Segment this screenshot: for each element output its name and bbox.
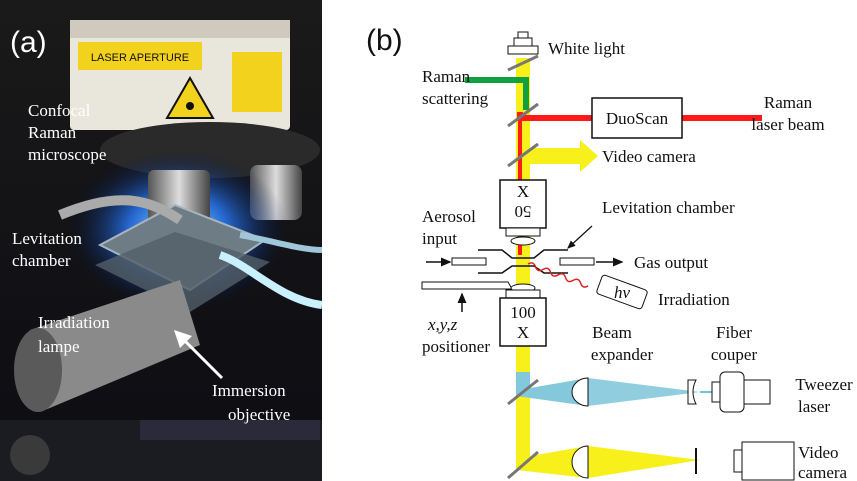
- gas-output-label: Gas output: [634, 253, 708, 272]
- irradiation-wave: [527, 262, 589, 288]
- irradiation-lamp: [30, 280, 200, 410]
- positioner-line1: x,y,z: [427, 315, 458, 334]
- fiber-coupler-line2: couper: [711, 345, 758, 364]
- microscope-photo: LASER APERTURE (a) Confocal Raman micros…: [0, 0, 322, 481]
- camera-lens: [571, 445, 589, 479]
- fiber-coupler-line1: Fiber: [716, 323, 752, 342]
- white-light-icon: [507, 31, 539, 55]
- tweezer-laser-line1: Tweezer: [795, 375, 853, 394]
- levitation-label-line2: chamber: [12, 251, 71, 270]
- irradiation-label: Irradiation: [658, 290, 730, 309]
- chamber-walls: [421, 249, 595, 290]
- levitation-chamber-label: Levitation chamber: [602, 198, 735, 217]
- objective-50x: [499, 179, 547, 246]
- blue-beam: [516, 372, 588, 406]
- panel-b-label: (b): [366, 24, 403, 57]
- raman-scattering-line1: Raman: [422, 67, 471, 86]
- aperture-sticker: [78, 42, 202, 70]
- video-camera-bottom-icon: [733, 441, 795, 481]
- irradiation-lamp-icon: [596, 274, 648, 310]
- levitation-label-line1: Levitation: [12, 229, 82, 248]
- beam-expander-line1: Beam: [592, 323, 632, 342]
- mirror-3: [507, 142, 539, 168]
- obj50-num: 50: [515, 202, 532, 221]
- immersion-label-line1: Immersion: [212, 381, 286, 400]
- aerosol-input-line1: Aerosol: [422, 207, 476, 226]
- mirror-2: [507, 102, 539, 128]
- obj100-num: 100: [510, 303, 536, 322]
- aperture-label: LASER APERTURE: [91, 52, 189, 64]
- raman-laser-line1: Raman: [764, 93, 813, 112]
- panel-a-label: (a): [10, 26, 47, 59]
- obj50-x: X: [517, 182, 529, 201]
- fiber-coupler: [711, 371, 771, 413]
- video-camera-bottom-line1: Video: [798, 443, 839, 462]
- white-light-label: White light: [548, 39, 625, 58]
- mirror-5: [507, 450, 539, 480]
- beam-expander-line2: expander: [591, 345, 654, 364]
- setup-schematic: (b) White light Raman scattering DuoScan…: [366, 24, 853, 481]
- video-camera-bottom-line2: camera: [798, 463, 848, 481]
- objective-100x: [499, 283, 547, 347]
- raman-scattering-line2: scattering: [422, 89, 489, 108]
- duoscan-box: [591, 97, 683, 139]
- tweezer-laser-line2: laser: [798, 397, 830, 416]
- immersion-label-line2: objective: [228, 405, 290, 424]
- fiber-cable: [218, 251, 322, 309]
- duoscan-label: DuoScan: [606, 109, 669, 128]
- confocal-label-line3: microscope: [28, 145, 106, 164]
- green-raman-beam: [465, 77, 529, 110]
- video-beam-arrow: [530, 140, 598, 172]
- immersion-arrow-icon: [174, 330, 224, 380]
- mirror-4: [507, 378, 539, 406]
- expander-lens-1: [571, 377, 589, 407]
- obj100-x: X: [517, 323, 529, 342]
- positioner-line2: positioner: [422, 337, 490, 356]
- video-camera-top-label: Video camera: [602, 147, 696, 166]
- confocal-label-line2: Raman: [28, 123, 77, 142]
- expander-lens-2: [687, 379, 697, 405]
- hv-label: hν: [614, 283, 631, 302]
- bottom-video-beam: [588, 446, 700, 478]
- laser-warning-icon: [165, 75, 215, 119]
- aerosol-input-line2: input: [422, 229, 457, 248]
- mirror-1: [507, 54, 539, 72]
- irradiation-label-line2: lampe: [38, 337, 80, 356]
- confocal-label-line1: Confocal: [28, 101, 91, 120]
- raman-laser-line2: laser beam: [751, 115, 824, 134]
- irradiation-label-line1: Irradiation: [38, 313, 110, 332]
